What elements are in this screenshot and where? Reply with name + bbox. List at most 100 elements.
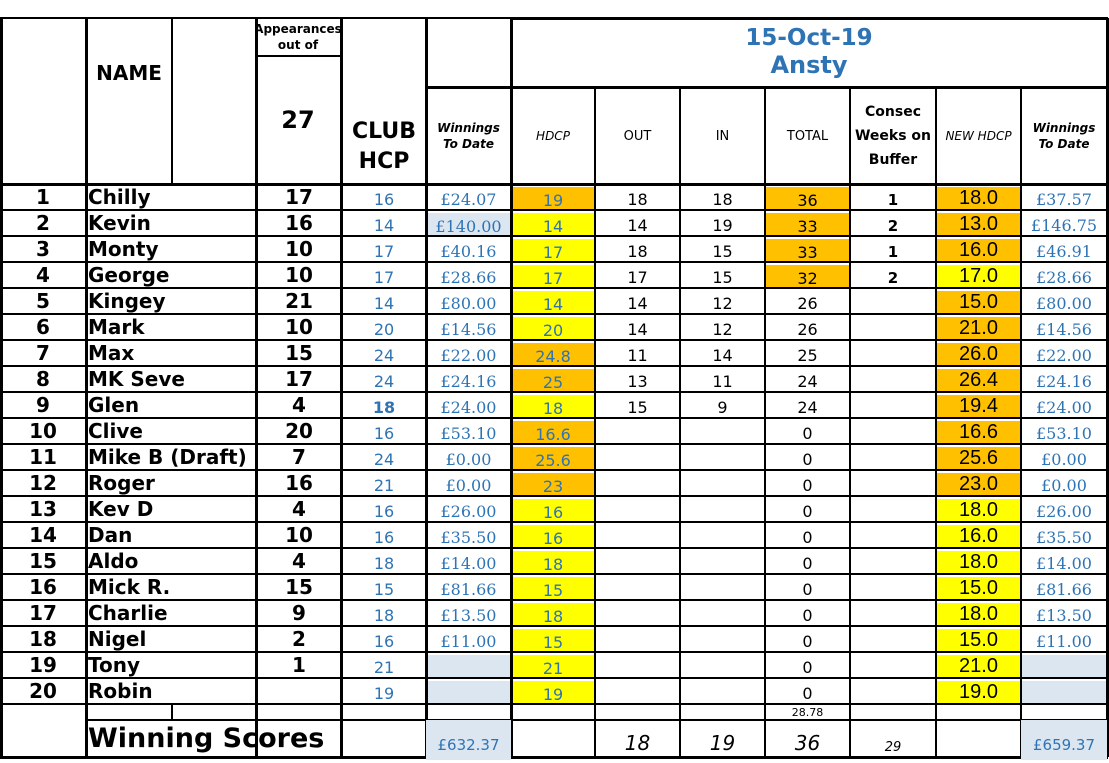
winnings-cell bbox=[426, 681, 511, 703]
club-hcp-cell: 20 bbox=[373, 320, 395, 339]
club-hcp-cell: 24 bbox=[373, 346, 395, 365]
appearances-total: 27 bbox=[281, 106, 315, 134]
winnings-cell: £80.00 bbox=[440, 294, 497, 313]
rank-cell: 17 bbox=[29, 601, 57, 625]
club-hcp-cell: 18 bbox=[372, 398, 396, 417]
club-hcp-cell: 16 bbox=[373, 528, 395, 547]
winnings-cell: £81.66 bbox=[440, 580, 497, 599]
club-hcp-cell: 24 bbox=[373, 372, 395, 391]
grid-line bbox=[171, 18, 173, 184]
rank-cell: 16 bbox=[29, 575, 57, 599]
grid-line bbox=[340, 18, 343, 757]
winnings-new-cell: £13.50 bbox=[1036, 606, 1092, 625]
player-name: MK Seve bbox=[88, 367, 185, 391]
grid-line bbox=[1106, 18, 1109, 757]
consec-cell bbox=[850, 496, 936, 522]
in-cell: 12 bbox=[712, 294, 733, 313]
grid-line bbox=[935, 86, 937, 757]
club-hcp-cell: 16 bbox=[373, 502, 395, 521]
out-cell bbox=[595, 574, 680, 600]
new-hdcp-cell: 13.0 bbox=[936, 213, 1021, 235]
consec-cell bbox=[850, 314, 936, 340]
grid-line bbox=[85, 17, 513, 19]
grid-line bbox=[0, 313, 1108, 315]
rank-cell: 19 bbox=[29, 653, 57, 677]
hdcp-header: HDCP bbox=[536, 129, 570, 143]
winnings-cell: £14.00 bbox=[440, 554, 497, 573]
rank-cell: 4 bbox=[36, 263, 50, 287]
winnings-cell: £0.00 bbox=[445, 450, 492, 469]
winnings-cell: £26.00 bbox=[440, 502, 497, 521]
winnings-cell: £11.00 bbox=[440, 632, 497, 651]
winnings-new-cell bbox=[1021, 681, 1107, 703]
winnings-cell: £13.50 bbox=[440, 606, 497, 625]
footer-winnings-new-total: £659.37 bbox=[1021, 720, 1107, 760]
rank-cell: 15 bbox=[29, 549, 57, 573]
winnings-cell: £24.16 bbox=[440, 372, 497, 391]
grid-line bbox=[0, 235, 1108, 237]
new-hdcp-cell: 18.0 bbox=[936, 499, 1021, 521]
consec-cell bbox=[850, 600, 936, 626]
new-hdcp-cell: 18.0 bbox=[936, 187, 1021, 209]
club-hcp-cell: 19 bbox=[373, 684, 395, 703]
player-name: George bbox=[88, 263, 170, 287]
winnings-cell: £24.00 bbox=[440, 398, 497, 417]
rank-cell: 10 bbox=[29, 419, 57, 443]
grid-line bbox=[255, 18, 258, 757]
footer-total: 36 bbox=[794, 731, 821, 755]
hdcp-cell: 14 bbox=[511, 213, 595, 235]
winnings-new-cell: £28.66 bbox=[1036, 268, 1092, 287]
out-cell: 15 bbox=[627, 398, 648, 417]
consec-cell bbox=[850, 470, 936, 496]
winnings-new-cell: £26.00 bbox=[1036, 502, 1092, 521]
out-cell: 18 bbox=[627, 242, 648, 261]
out-cell: 14 bbox=[627, 216, 648, 235]
winning-scores-label: Winning Scores bbox=[88, 722, 325, 754]
new-hdcp-cell: 21.0 bbox=[936, 655, 1021, 677]
total-cell: 24 bbox=[797, 372, 818, 391]
winnings-new-cell: £81.66 bbox=[1036, 580, 1092, 599]
club-hcp-cell: 24 bbox=[373, 450, 395, 469]
player-name: Clive bbox=[88, 419, 143, 443]
new-hdcp-cell: 16.6 bbox=[936, 421, 1021, 443]
rank-cell: 13 bbox=[29, 497, 57, 521]
total-cell: 0 bbox=[802, 450, 813, 469]
appearances-cell: 20 bbox=[285, 419, 313, 443]
player-name: Glen bbox=[88, 393, 140, 417]
winnings-new-cell: £24.16 bbox=[1036, 372, 1092, 391]
consec-cell bbox=[850, 340, 936, 366]
grid-line bbox=[510, 17, 1108, 20]
winnings-cell: £140.00 bbox=[426, 213, 511, 235]
in-cell bbox=[680, 626, 765, 652]
player-name: Monty bbox=[88, 237, 159, 261]
event-venue: Ansty bbox=[770, 51, 848, 79]
hdcp-cell: 15 bbox=[511, 577, 595, 599]
grid-line bbox=[849, 86, 851, 757]
grid-line bbox=[510, 18, 513, 757]
player-name: Chilly bbox=[88, 185, 151, 209]
out-cell bbox=[595, 496, 680, 522]
consec-cell bbox=[850, 678, 936, 704]
rank-cell: 14 bbox=[29, 523, 57, 547]
rank-cell: 3 bbox=[36, 237, 50, 261]
grid-line bbox=[0, 339, 1108, 341]
total-cell: 0 bbox=[802, 424, 813, 443]
out-cell bbox=[595, 652, 680, 678]
hdcp-cell: 18 bbox=[511, 551, 595, 573]
winnings-new-cell: £0.00 bbox=[1041, 476, 1087, 495]
rank-cell: 18 bbox=[29, 627, 57, 651]
new-hdcp-cell: 15.0 bbox=[936, 577, 1021, 599]
consec-cell bbox=[850, 652, 936, 678]
player-name: Tony bbox=[88, 653, 141, 677]
winnings-new-cell: £46.91 bbox=[1036, 242, 1092, 261]
winnings-cell: £40.16 bbox=[440, 242, 497, 261]
appearances-cell: 16 bbox=[285, 211, 313, 235]
new-hdcp-cell: 26.4 bbox=[936, 369, 1021, 391]
grid-line bbox=[425, 86, 1108, 89]
in-header: IN bbox=[715, 128, 730, 144]
grid-line bbox=[0, 677, 1108, 679]
consec-cell: 2 bbox=[887, 216, 899, 235]
in-cell bbox=[680, 548, 765, 574]
grid-line bbox=[0, 443, 1108, 445]
event-header: 15-Oct-19 Ansty bbox=[511, 18, 1107, 86]
